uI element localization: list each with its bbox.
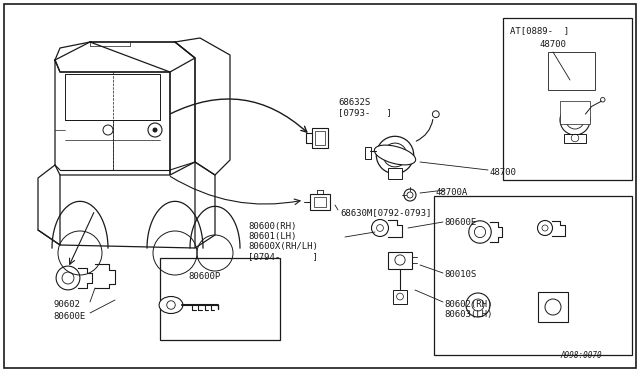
- Text: 68630M[0792-0793]: 68630M[0792-0793]: [340, 208, 431, 217]
- Bar: [312, 128, 328, 148]
- Ellipse shape: [159, 296, 183, 314]
- Text: 80600X(RH/LH): 80600X(RH/LH): [248, 242, 318, 251]
- Bar: [548, 52, 595, 90]
- Text: 68632S: 68632S: [338, 98, 371, 107]
- Bar: [503, 18, 632, 180]
- Bar: [314, 197, 326, 207]
- Text: A998:0070: A998:0070: [560, 351, 602, 360]
- Text: 80600E: 80600E: [444, 218, 476, 227]
- Text: 48700A: 48700A: [435, 188, 467, 197]
- Circle shape: [153, 128, 157, 132]
- Text: 80600P: 80600P: [188, 272, 220, 281]
- Ellipse shape: [374, 145, 415, 165]
- Bar: [538, 292, 568, 322]
- Text: 90602: 90602: [53, 300, 80, 309]
- Bar: [434, 196, 632, 355]
- Text: 48700: 48700: [540, 40, 567, 49]
- Text: 80601(LH): 80601(LH): [248, 232, 296, 241]
- Text: [0794-      ]: [0794- ]: [248, 252, 318, 261]
- Bar: [388, 168, 402, 179]
- Bar: [564, 134, 586, 142]
- Text: 80600(RH): 80600(RH): [248, 222, 296, 231]
- Text: 80010S: 80010S: [444, 270, 476, 279]
- Bar: [393, 290, 407, 304]
- Text: [0793-   ]: [0793- ]: [338, 108, 392, 117]
- Text: 80600E: 80600E: [53, 312, 85, 321]
- Bar: [315, 131, 325, 145]
- Bar: [160, 258, 280, 340]
- Text: AT[0889-  ]: AT[0889- ]: [510, 26, 569, 35]
- Text: 80603(LH): 80603(LH): [444, 310, 492, 319]
- Bar: [560, 101, 590, 124]
- Text: 48700: 48700: [490, 168, 517, 177]
- Bar: [388, 251, 412, 269]
- Bar: [310, 194, 330, 210]
- Text: 80602(RH): 80602(RH): [444, 300, 492, 309]
- Bar: [365, 147, 371, 159]
